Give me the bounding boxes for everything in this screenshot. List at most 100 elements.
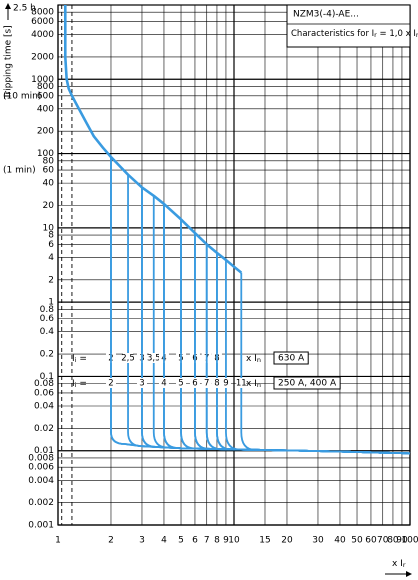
x-tick-label: 70 xyxy=(377,536,389,546)
label-bg xyxy=(236,378,247,388)
subscript: i xyxy=(75,381,77,389)
y-tick-label: 400 xyxy=(37,104,54,114)
subscript: n xyxy=(257,381,261,389)
label-bg xyxy=(136,378,147,388)
label-bg xyxy=(105,378,116,388)
x-tick-label: 4 xyxy=(161,536,167,546)
y-tick-label: 0.6 xyxy=(40,314,55,324)
x-tick-label: 3 xyxy=(139,536,145,546)
y-tick-label: 8 xyxy=(48,231,54,241)
text-part: x I xyxy=(246,354,257,364)
y-tick-label: 0.08 xyxy=(34,379,54,389)
y-tick-label: 10 xyxy=(43,223,55,233)
text-part: = xyxy=(76,379,86,389)
rating-label: 630 A xyxy=(278,354,305,364)
row-unit: x In xyxy=(246,354,261,365)
text-part: = 1,0 x I xyxy=(377,29,416,39)
x-axis-label: x Ir xyxy=(392,559,406,570)
setting-label: 2 xyxy=(108,379,113,389)
y-tick-label: 4000 xyxy=(31,30,54,40)
y-tick-label: 2 xyxy=(48,275,54,285)
label-bg xyxy=(211,378,222,388)
y-annotation: (10 min) xyxy=(3,91,41,101)
label-bg xyxy=(123,353,134,363)
setting-label: 6 xyxy=(192,379,197,389)
label-bg xyxy=(176,378,187,388)
y-tick-label: 0.2 xyxy=(40,350,54,360)
y-tick-label: 0.04 xyxy=(34,401,54,411)
subscript: n xyxy=(416,31,418,39)
y-tick-label: 6 xyxy=(48,240,54,250)
subscript: n xyxy=(257,356,261,364)
text-part: = xyxy=(76,354,86,364)
y-tick-label: 0.8 xyxy=(40,305,55,315)
x-tick-label: 6 xyxy=(192,536,198,546)
y-axis-label: Tripping time [s] xyxy=(4,25,14,100)
y-tick-label: 800 xyxy=(37,82,54,92)
x-tick-label: 50 xyxy=(351,536,363,546)
label-bg xyxy=(148,353,159,363)
y-tick-label: 0.001 xyxy=(28,521,54,531)
x-tick-label: 9 xyxy=(223,536,229,546)
label-bg xyxy=(158,378,169,388)
setting-label: 3 xyxy=(139,379,144,389)
y-tick-label: 60 xyxy=(43,166,55,176)
setting-label: 11 xyxy=(236,379,247,389)
x-tick-label: 90 xyxy=(396,536,408,546)
x-tick-label: 100 xyxy=(401,536,418,546)
row-label: Ii = xyxy=(72,354,87,365)
text-part: x I xyxy=(246,379,257,389)
rating-box xyxy=(273,351,309,365)
y-tick-label: 0.4 xyxy=(40,327,55,337)
row-unit: x In xyxy=(246,379,261,390)
x-tick-label: 15 xyxy=(259,536,270,546)
subscript: r xyxy=(403,561,406,569)
y-tick-label: 0.008 xyxy=(28,453,54,463)
x-tick-label: 80 xyxy=(387,536,399,546)
x-tick-label: 1 xyxy=(55,536,61,546)
setting-label: 2,5 xyxy=(121,354,135,364)
rating-label: 250 A, 400 A xyxy=(278,379,337,389)
setting-label: 4 xyxy=(161,379,166,389)
x-tick-label: 2 xyxy=(108,536,114,546)
label-bg xyxy=(220,378,231,388)
y-tick-label: 6000 xyxy=(31,17,54,27)
y-tick-label: 100 xyxy=(37,149,54,159)
trip-curve xyxy=(63,5,243,274)
x-tick-label: 10 xyxy=(228,536,240,546)
x-tick-label: 30 xyxy=(312,536,324,546)
subscript: r xyxy=(374,31,377,39)
y-tick-label: 8000 xyxy=(31,8,54,18)
x-tick-label: 20 xyxy=(281,536,293,546)
y-tick-label: 600 xyxy=(37,91,54,101)
y-tick-label: 1 xyxy=(48,298,54,308)
title-box xyxy=(286,4,411,48)
y-axis-arrowhead xyxy=(5,3,11,9)
setting-label: 9 xyxy=(223,379,228,389)
y-tick-label: 0.01 xyxy=(34,446,54,456)
text-part: I xyxy=(72,354,75,364)
instantaneous-line xyxy=(240,272,411,455)
x-tick-label: 60 xyxy=(365,536,377,546)
chart-subtitle: Characteristics for Ir = 1,0 x In xyxy=(291,29,418,40)
x-tick-label: 7 xyxy=(204,536,210,546)
row-label: Ii = xyxy=(72,379,87,390)
rating-box xyxy=(273,376,341,390)
y-tick-label: 0.006 xyxy=(28,463,54,473)
setting-label: 3,5 xyxy=(147,354,161,364)
setting-label: 8 xyxy=(214,379,219,389)
y-tick-label: 20 xyxy=(43,201,55,211)
y-tick-label: 80 xyxy=(43,156,55,166)
x-tick-label: 8 xyxy=(214,536,220,546)
y-tick-label: 0.002 xyxy=(28,498,54,508)
label-bg xyxy=(189,378,200,388)
y-tick-label: 0.004 xyxy=(28,476,54,486)
setting-label: 7 xyxy=(204,379,209,389)
y-tick-label: 0.06 xyxy=(34,388,54,398)
y-tick-label: 0.02 xyxy=(34,424,54,434)
y-tick-label: 4 xyxy=(48,253,54,263)
text-part: x I xyxy=(392,559,403,569)
x-tick-label: 5 xyxy=(178,536,184,546)
y-tick-label: 200 xyxy=(37,127,54,137)
